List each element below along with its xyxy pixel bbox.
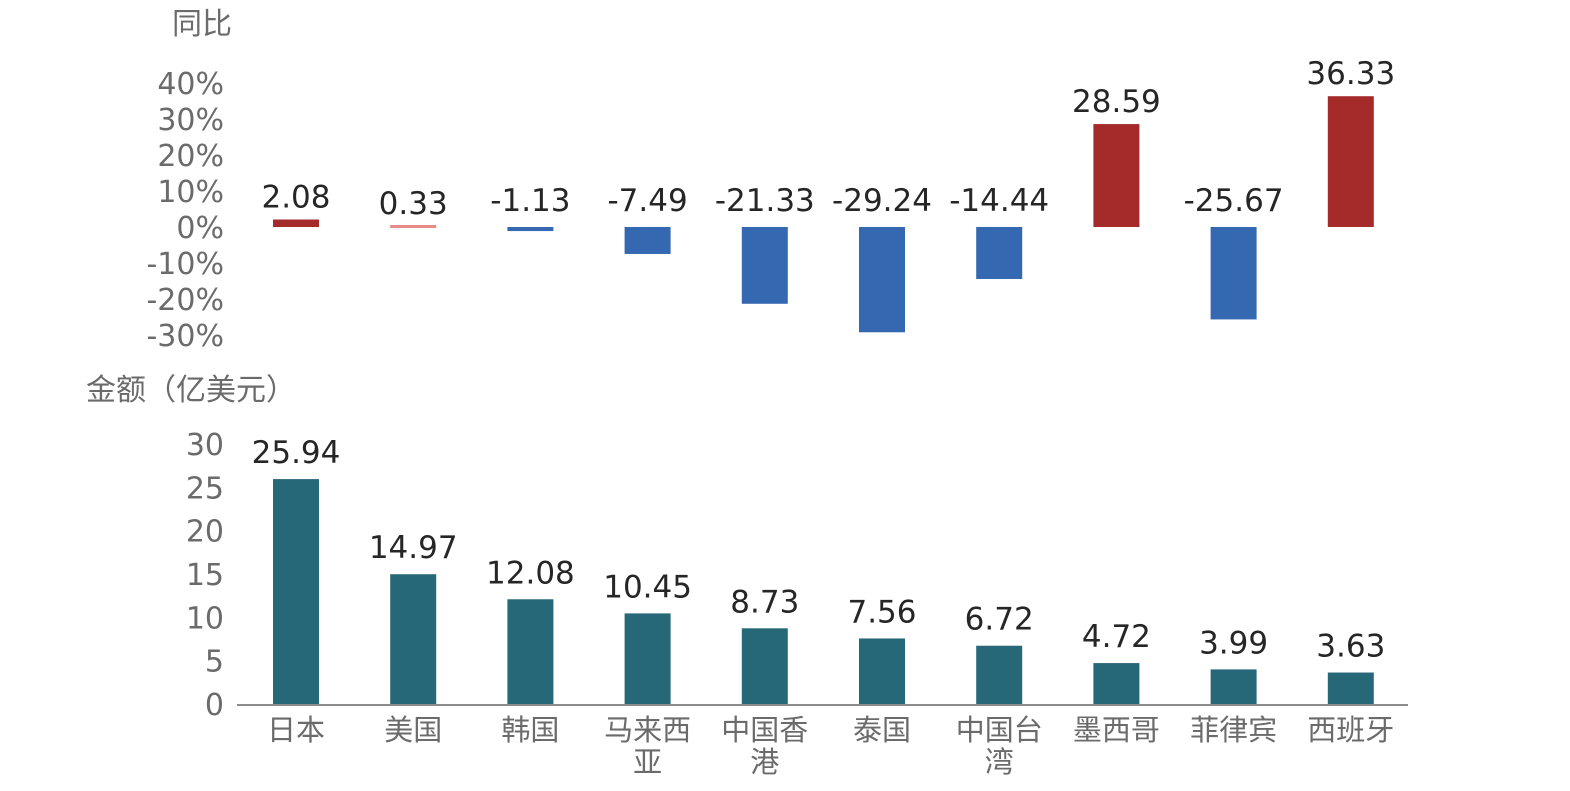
top-data-label: -7.49: [607, 183, 687, 219]
top-y-ticks: 40%30%20%10%0%-10%-20%-30%: [146, 67, 224, 354]
top-y-tick-label: 20%: [157, 139, 224, 174]
top-data-label: -14.44: [949, 183, 1049, 219]
bottom-data-label: 3.99: [1199, 625, 1268, 661]
bottom-data-label: 12.08: [486, 555, 575, 591]
top-bars: [273, 96, 1374, 333]
bottom-y-tick-label: 15: [186, 558, 224, 593]
bottom-bar: [1093, 663, 1140, 704]
bottom-bar: [859, 638, 905, 704]
top-data-labels: 2.08 0.33 -1.13 -7.49 -21.33 -29.24 -14.44 28.5…: [261, 56, 1395, 222]
top-bar: [273, 219, 319, 227]
top-bar: [1093, 124, 1140, 227]
bottom-data-label: 6.72: [965, 602, 1034, 638]
bottom-data-label: 4.72: [1082, 619, 1151, 655]
category-label: 湾: [985, 745, 1014, 779]
bottom-bar: [1327, 672, 1374, 704]
top-data-label: 0.33: [379, 186, 448, 222]
bottom-bars: [273, 479, 1374, 704]
bottom-y-tick-label: 20: [186, 515, 224, 550]
bottom-data-label: 3.63: [1316, 629, 1385, 665]
top-data-label: 36.33: [1306, 56, 1395, 92]
bottom-y-tick-label: 25: [186, 471, 224, 506]
bottom-data-labels: 25.94 14.97 12.08 10.45 8.73 7.56 6.72 4.72 3.99…: [252, 435, 1386, 664]
category-label: 西班牙: [1307, 713, 1394, 747]
bottom-y-ticks: 30 25 20 15 10 5 0: [186, 428, 224, 723]
top-data-label: -21.33: [715, 183, 815, 219]
bottom-y-tick-label: 30: [186, 428, 224, 463]
top-data-label: -1.13: [490, 183, 570, 219]
bottom-bar: [390, 574, 437, 704]
category-label: 马来西: [604, 713, 691, 747]
bottom-axis-title: 金额（亿美元）: [86, 373, 296, 408]
bottom-y-tick-label: 5: [205, 645, 224, 680]
top-bar: [976, 227, 1023, 279]
top-y-tick-label: 40%: [157, 67, 224, 102]
category-label: 日本: [267, 713, 325, 747]
top-bar: [1327, 96, 1374, 227]
top-data-label: 28.59: [1072, 84, 1161, 120]
top-y-tick-label: -10%: [146, 247, 224, 282]
bottom-data-label: 14.97: [369, 530, 458, 566]
top-bar: [1210, 227, 1257, 320]
bottom-bar: [1210, 669, 1257, 704]
bottom-bar: [273, 479, 319, 704]
top-data-label: 2.08: [261, 180, 330, 216]
top-data-label: -29.24: [832, 183, 932, 219]
category-label: 中国台: [956, 713, 1043, 747]
category-label: 美国: [384, 713, 442, 747]
top-y-tick-label: -20%: [146, 283, 224, 318]
category-label: 菲律宾: [1190, 713, 1277, 747]
bottom-data-label: 7.56: [847, 594, 916, 630]
bottom-bar: [741, 628, 788, 704]
bottom-bar: [976, 645, 1023, 704]
top-y-tick-label: 10%: [157, 175, 224, 210]
bottom-data-label: 25.94: [252, 435, 341, 471]
top-bar: [390, 225, 437, 228]
top-y-tick-label: 30%: [157, 103, 224, 138]
category-label: 韩国: [501, 713, 559, 747]
category-label: 港: [750, 745, 779, 779]
top-bar: [624, 227, 671, 254]
top-bar: [507, 227, 554, 232]
top-y-tick-label: 0%: [176, 211, 224, 246]
top-y-tick-label: -30%: [146, 319, 224, 354]
top-bar: [859, 227, 905, 333]
top-bar: [741, 227, 788, 304]
category-label: 墨西哥: [1073, 713, 1160, 747]
top-data-label: -25.67: [1184, 183, 1284, 219]
category-label: 中国香: [721, 713, 808, 747]
bottom-data-label: 10.45: [603, 569, 692, 605]
bottom-data-label: 8.73: [730, 584, 799, 620]
bottom-y-tick-label: 10: [186, 601, 224, 636]
bottom-bar: [507, 599, 554, 704]
category-label: 亚: [633, 745, 662, 779]
bottom-bar: [624, 613, 671, 704]
top-axis-title: 同比: [172, 7, 232, 42]
category-label: 泰国: [853, 713, 911, 747]
bottom-y-tick-label: 0: [205, 688, 224, 723]
